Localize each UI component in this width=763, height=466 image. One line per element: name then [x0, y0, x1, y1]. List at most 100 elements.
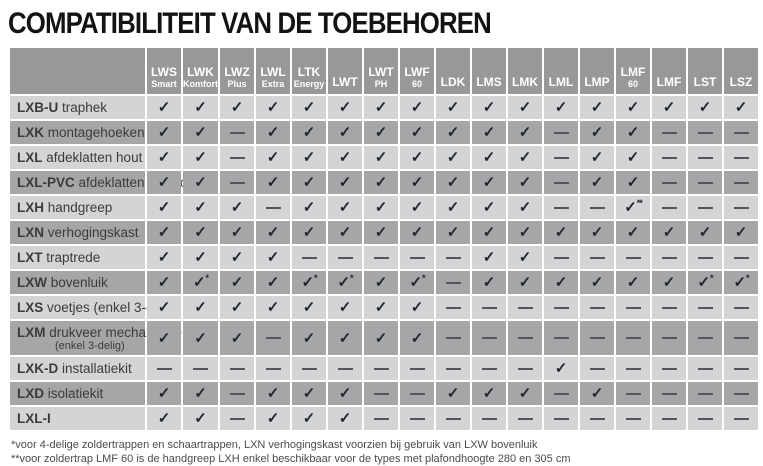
column-header-line2: Plus — [227, 79, 247, 89]
check-icon: ✓ — [374, 274, 388, 291]
cell-lxd-col17 — [724, 382, 758, 405]
cell-lxm-col2: ✓ — [183, 321, 218, 355]
dash-icon — [733, 131, 749, 134]
cell-lxk-d-col9 — [436, 357, 470, 380]
cell-lxw-col14: ✓ — [616, 271, 650, 294]
check-icon: ✓ — [410, 174, 424, 191]
row-label-lxl: LXL afdeklatten hout — [10, 146, 145, 169]
dash-icon — [733, 256, 749, 259]
check-icon: ✓ — [698, 99, 712, 116]
dash-icon — [445, 256, 461, 259]
check-icon: ✓* — [192, 273, 209, 291]
check-icon: ✓ — [374, 299, 388, 316]
check-icon: ✓ — [157, 329, 171, 347]
column-header-line1: LWS — [151, 65, 177, 79]
cell-lxt-col17 — [724, 246, 758, 269]
check-icon: ✓ — [590, 174, 604, 191]
row-label-text: LXK montagehoeken — [17, 125, 145, 140]
cell-lxk-col5: ✓ — [292, 121, 326, 144]
cell-lxh-col9: ✓ — [436, 196, 470, 219]
column-header-lmk: LMK — [508, 48, 542, 94]
dash-icon — [517, 417, 533, 420]
column-header-lwl-extra: LWL Extra — [256, 48, 290, 94]
cell-lxl-col5: ✓ — [292, 146, 326, 169]
cell-lxs-col1: ✓ — [147, 296, 181, 319]
dash-icon — [553, 181, 569, 184]
check-icon: ✓ — [446, 385, 460, 402]
dash-icon — [697, 392, 713, 395]
cell-lxn-col16: ✓ — [688, 221, 722, 244]
column-header-ltk-energy: LTK Energy — [292, 48, 326, 94]
column-header-line2: PH — [374, 79, 388, 89]
dash-icon — [445, 306, 461, 309]
dash-icon — [733, 392, 749, 395]
cell-lxs-col12 — [544, 296, 578, 319]
asterisk-note: * — [710, 273, 713, 283]
cell-lxl-i-col7 — [364, 407, 398, 430]
dash-icon — [409, 256, 425, 259]
check-icon: ✓ — [338, 410, 352, 427]
cell-lxs-col6: ✓ — [328, 296, 362, 319]
dash-icon — [481, 306, 497, 309]
cell-lxl-col3 — [220, 146, 254, 169]
cell-lxs-col9 — [436, 296, 470, 319]
cell-lxk-col11: ✓ — [508, 121, 542, 144]
dash-icon — [229, 392, 245, 395]
check-icon: ✓ — [302, 99, 316, 116]
cell-lxl-i-col17 — [724, 407, 758, 430]
cell-lxb-u-col3: ✓ — [220, 96, 254, 119]
cell-lxw-col2: ✓* — [183, 271, 218, 294]
check-icon: ✓ — [482, 249, 496, 266]
cell-lxb-u-col13: ✓ — [580, 96, 614, 119]
cell-lxh-col12 — [544, 196, 578, 219]
check-icon: ✓ — [194, 224, 207, 241]
dash-icon — [481, 417, 497, 420]
check-icon: ✓ — [518, 385, 532, 402]
check-icon: ✓ — [302, 224, 316, 241]
row-label-code: LXN — [17, 225, 44, 240]
check-icon: ✓ — [410, 149, 424, 166]
column-header-line2: 60 — [411, 79, 422, 89]
check-icon: ✓ — [554, 99, 568, 116]
cell-lxn-col4: ✓ — [256, 221, 290, 244]
check-icon: ✓ — [338, 149, 352, 166]
cell-lxk-col3 — [220, 121, 254, 144]
dash-icon — [697, 337, 713, 339]
cell-lxm-col17 — [724, 321, 758, 355]
column-header-line1: LMS — [476, 75, 502, 89]
column-header-lwt-ph: LWT PH — [364, 48, 398, 94]
dash-icon — [517, 337, 533, 339]
cell-lxl-i-col6: ✓ — [328, 407, 362, 430]
dash-icon — [697, 181, 713, 184]
column-header-line1: LMP — [584, 75, 610, 89]
cell-lxl-i-col2: ✓ — [183, 407, 218, 430]
row-label-text: LXN verhogingskast — [17, 225, 145, 240]
dash-icon — [553, 256, 569, 259]
check-icon: ✓ — [157, 124, 171, 141]
column-header-line1: LWF — [404, 65, 430, 79]
dash-icon — [697, 367, 713, 370]
cell-lxd-col1: ✓ — [147, 382, 181, 405]
cell-lxl-i-col3 — [220, 407, 254, 430]
check-icon: ✓ — [446, 199, 460, 216]
cell-lxw-col13: ✓ — [580, 271, 614, 294]
cell-lxb-u-col14: ✓ — [616, 96, 650, 119]
cell-lxl-pvc-col8: ✓ — [400, 171, 434, 194]
dash-icon — [156, 367, 172, 370]
check-icon: ✓ — [374, 149, 388, 166]
cell-lxs-col7: ✓ — [364, 296, 398, 319]
check-icon: ✓ — [626, 174, 640, 191]
row-label-desc: installatiekit — [58, 361, 132, 376]
column-header-lwt: LWT — [328, 48, 362, 94]
dash-icon — [625, 306, 641, 309]
row-label-text: LXL afdeklatten hout — [17, 150, 145, 165]
check-icon: ✓ — [194, 249, 207, 266]
cell-lxk-d-col7 — [364, 357, 398, 380]
dash-icon — [553, 131, 569, 134]
row-label-lxs: LXS voetjes (enkel 3-delig) — [10, 296, 179, 319]
check-icon: ✓ — [554, 360, 568, 377]
cell-lxw-col15: ✓ — [652, 271, 686, 294]
check-icon: ✓ — [194, 124, 207, 141]
cell-lxn-col14: ✓ — [616, 221, 650, 244]
